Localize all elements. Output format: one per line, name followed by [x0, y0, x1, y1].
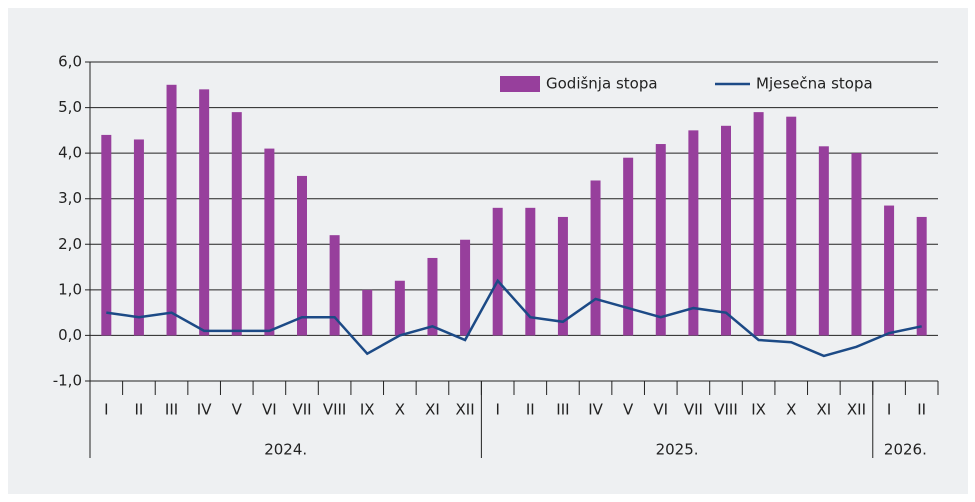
- bar: [427, 257, 438, 336]
- x-tick-label: VI: [653, 401, 668, 419]
- x-tick-label: VII: [292, 401, 311, 419]
- y-tick-label: 1,0: [58, 280, 82, 298]
- x-tick-label: XII: [847, 401, 866, 419]
- bar: [655, 144, 666, 336]
- bar: [688, 130, 699, 336]
- x-tick-label: II: [526, 401, 535, 419]
- y-tick-label: 0,0: [58, 326, 82, 344]
- x-tick-label: II: [917, 401, 926, 419]
- x-tick-label: I: [887, 401, 891, 419]
- bar: [590, 180, 601, 336]
- bar: [786, 116, 797, 336]
- bar: [329, 235, 340, 336]
- x-tick-label: V: [623, 401, 634, 419]
- bar: [753, 112, 764, 336]
- bar: [721, 125, 731, 336]
- group-label: 2026.: [884, 441, 927, 459]
- x-tick-label: I: [495, 401, 499, 419]
- bar: [297, 175, 307, 336]
- bar: [264, 148, 275, 336]
- bar: [818, 146, 829, 336]
- bar: [394, 280, 405, 336]
- x-tick-label: IV: [588, 401, 603, 419]
- x-tick-label: III: [556, 401, 569, 419]
- bar: [199, 89, 210, 336]
- bar: [492, 207, 503, 336]
- bar: [133, 139, 144, 336]
- bar: [851, 153, 862, 336]
- line: [106, 278, 922, 358]
- bar: [623, 157, 634, 336]
- x-tick-label: X: [786, 401, 796, 419]
- x-tick-label: VIII: [323, 401, 347, 419]
- x-tick-label: XI: [425, 401, 440, 419]
- x-tick-label: VII: [684, 401, 703, 419]
- y-tick-label: 3,0: [58, 189, 82, 207]
- y-tick-label: 4,0: [58, 144, 82, 162]
- x-tick-label: VI: [262, 401, 277, 419]
- y-tick-label: 5,0: [58, 98, 82, 116]
- x-tick-label: IV: [197, 401, 212, 419]
- group-label: 2024.: [264, 441, 307, 459]
- bar: [557, 216, 568, 336]
- x-tick-label: V: [232, 401, 243, 419]
- x-tick-label: X: [395, 401, 405, 419]
- legend-swatch: [500, 76, 540, 92]
- bar: [525, 207, 536, 336]
- x-tick-label: IX: [360, 401, 375, 419]
- x-tick-label: VIII: [714, 401, 738, 419]
- x-tick-label: I: [104, 401, 108, 419]
- legend-label: Mjesečna stopa: [756, 75, 873, 93]
- bar: [916, 216, 927, 336]
- legend-label: Godišnja stopa: [546, 75, 658, 93]
- bar: [460, 239, 471, 336]
- x-tick-label: XI: [816, 401, 831, 419]
- x-tick-label: XII: [456, 401, 475, 419]
- x-tick-label: IX: [751, 401, 766, 419]
- bar: [101, 134, 112, 336]
- group-label: 2025.: [656, 441, 699, 459]
- x-tick-label: II: [134, 401, 143, 419]
- bar: [166, 84, 177, 336]
- bar: [884, 205, 895, 336]
- y-tick-label: 2,0: [58, 235, 82, 253]
- bar: [362, 289, 373, 336]
- x-tick-label: III: [165, 401, 178, 419]
- bar: [231, 112, 242, 336]
- y-tick-label: 6,0: [58, 53, 82, 71]
- y-tick-label: -1,0: [53, 372, 82, 390]
